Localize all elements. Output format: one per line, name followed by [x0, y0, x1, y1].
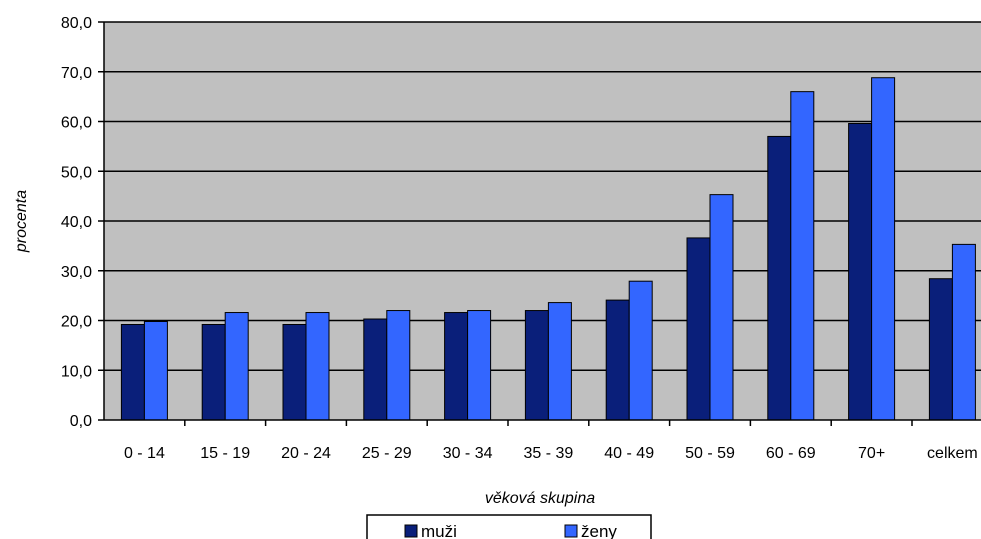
bar-muzi	[444, 312, 469, 421]
x-tick-label: 20 - 24	[281, 445, 331, 462]
bar-muzi	[201, 323, 226, 421]
legend-label-muzi: muži	[421, 522, 457, 539]
legend: muži ženy	[366, 514, 652, 539]
x-tick-label: 35 - 39	[523, 445, 573, 462]
bar-muzi	[120, 323, 145, 421]
bar-zeny	[467, 310, 492, 421]
y-tick-label: 0,0	[70, 413, 92, 430]
x-tick-label: 0 - 14	[124, 445, 165, 462]
bar-muzi	[848, 122, 873, 421]
x-tick-labels: 0 - 14 15 - 19 20 - 24 25 - 29 30 - 34 35 - 3…	[124, 445, 978, 462]
bar-zeny	[790, 91, 815, 421]
bar-zeny	[951, 243, 976, 421]
y-tick-label: 10,0	[61, 363, 92, 380]
bar-zeny	[143, 320, 168, 421]
bar-muzi	[928, 278, 953, 421]
x-tick-label: 40 - 49	[604, 445, 654, 462]
y-tick-label: 40,0	[61, 214, 92, 231]
x-tick-label: 60 - 69	[766, 445, 816, 462]
bar-zeny	[305, 312, 330, 421]
bar-muzi	[686, 237, 711, 421]
x-tick-label: 15 - 19	[200, 445, 250, 462]
legend-swatch-muzi	[404, 524, 418, 538]
y-axis-title: procenta	[13, 190, 30, 253]
y-tick-label: 30,0	[61, 264, 92, 281]
x-tick-label: 50 - 59	[685, 445, 735, 462]
bar-zeny	[628, 280, 653, 421]
bar-zeny	[547, 302, 572, 421]
bar-muzi	[605, 299, 630, 421]
bar-muzi	[363, 318, 388, 421]
bar-zeny	[871, 77, 896, 421]
bar-muzi	[524, 310, 549, 421]
x-tick-label: 30 - 34	[443, 445, 493, 462]
y-tick-label: 70,0	[61, 65, 92, 82]
y-tick-label: 80,0	[61, 15, 92, 32]
axes	[98, 21, 981, 426]
bar-zeny	[709, 194, 734, 421]
y-tick-label: 50,0	[61, 164, 92, 181]
x-tick-label: 25 - 29	[362, 445, 412, 462]
bar-zeny	[224, 312, 249, 421]
legend-swatch-zeny	[564, 524, 578, 538]
bar-muzi	[767, 135, 792, 421]
x-tick-label: celkem	[927, 445, 978, 462]
legend-label-zeny: ženy	[581, 522, 617, 539]
x-tick-label: 70+	[858, 445, 885, 462]
y-tick-label: 60,0	[61, 115, 92, 132]
bar-muzi	[282, 323, 307, 421]
y-tick-labels: 0,0 10,0 20,0 30,0 40,0 50,0 60,0 70,0 80,0	[61, 15, 92, 430]
x-axis-title: věková skupina	[485, 490, 595, 507]
y-tick-label: 20,0	[61, 314, 92, 331]
bar-zeny	[386, 310, 411, 421]
